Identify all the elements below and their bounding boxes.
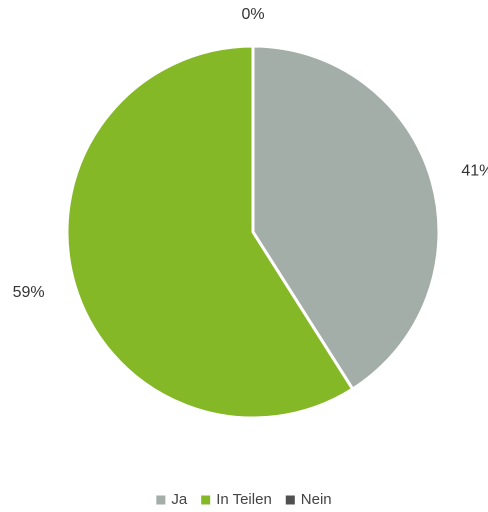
- legend-swatch-nein: [285, 495, 295, 505]
- legend: Ja In Teilen Nein: [156, 491, 332, 508]
- legend-item-ja: Ja: [156, 491, 188, 508]
- data-label-ja: 41%: [461, 163, 488, 180]
- data-label-nein: 0%: [241, 6, 264, 23]
- legend-item-in-teilen: In Teilen: [201, 491, 272, 508]
- legend-label-nein: Nein: [301, 491, 332, 508]
- pie-slices: [65, 44, 441, 420]
- legend-swatch-ja: [156, 495, 166, 505]
- data-labels: 41% 59% 0%: [13, 6, 488, 301]
- data-label-in-teilen: 59%: [13, 284, 45, 301]
- legend-label-ja: Ja: [171, 491, 188, 508]
- legend-label-in-teilen: In Teilen: [216, 491, 272, 508]
- legend-item-nein: Nein: [285, 491, 332, 508]
- legend-swatch-in-teilen: [201, 495, 211, 505]
- pie-slice-in-teilen: [65, 44, 355, 420]
